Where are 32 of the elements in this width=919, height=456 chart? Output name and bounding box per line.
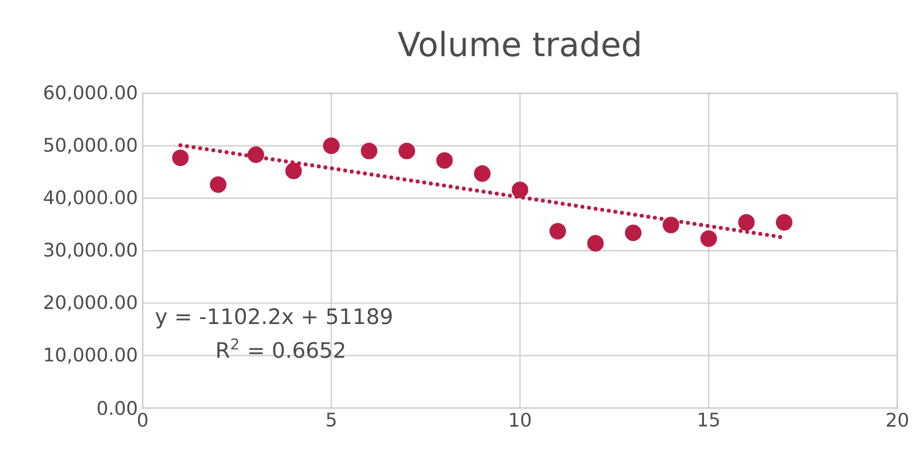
y-tick-label: 30,000.00 bbox=[44, 242, 137, 259]
point bbox=[700, 230, 717, 247]
x-tick-label: 20 bbox=[886, 412, 908, 427]
point bbox=[512, 182, 528, 198]
point bbox=[210, 176, 226, 193]
point bbox=[738, 214, 755, 231]
point bbox=[436, 152, 453, 169]
y-tick-label: 10,000.00 bbox=[45, 348, 137, 364]
annotation: y = -1102.2x + 51189 bbox=[156, 308, 392, 328]
point bbox=[776, 214, 792, 231]
point bbox=[248, 146, 264, 163]
point bbox=[549, 222, 566, 240]
point bbox=[662, 216, 680, 234]
y-tick-label: 20,000.00 bbox=[44, 295, 137, 312]
y-tick-label: 60,000.00 bbox=[44, 85, 137, 102]
x-tick-label: 0 bbox=[138, 412, 148, 427]
chart-title: Volume traded bbox=[398, 30, 640, 57]
x-tick-label: 15 bbox=[698, 412, 719, 427]
point bbox=[587, 235, 604, 252]
y-tick-label: 0.00 bbox=[98, 400, 137, 416]
point bbox=[323, 138, 340, 154]
point bbox=[624, 224, 642, 242]
point bbox=[172, 150, 189, 166]
x-tick-label: 10 bbox=[510, 412, 531, 427]
point bbox=[398, 142, 416, 160]
x-tick-label: 5 bbox=[326, 412, 336, 427]
y-tick-label: 40,000.00 bbox=[44, 190, 137, 206]
point bbox=[360, 142, 378, 160]
y-tick-label: 50,000.00 bbox=[44, 138, 137, 154]
point bbox=[285, 162, 302, 180]
point bbox=[474, 165, 491, 182]
annotation: R$^{2}$ = 0.6652 bbox=[217, 338, 344, 358]
